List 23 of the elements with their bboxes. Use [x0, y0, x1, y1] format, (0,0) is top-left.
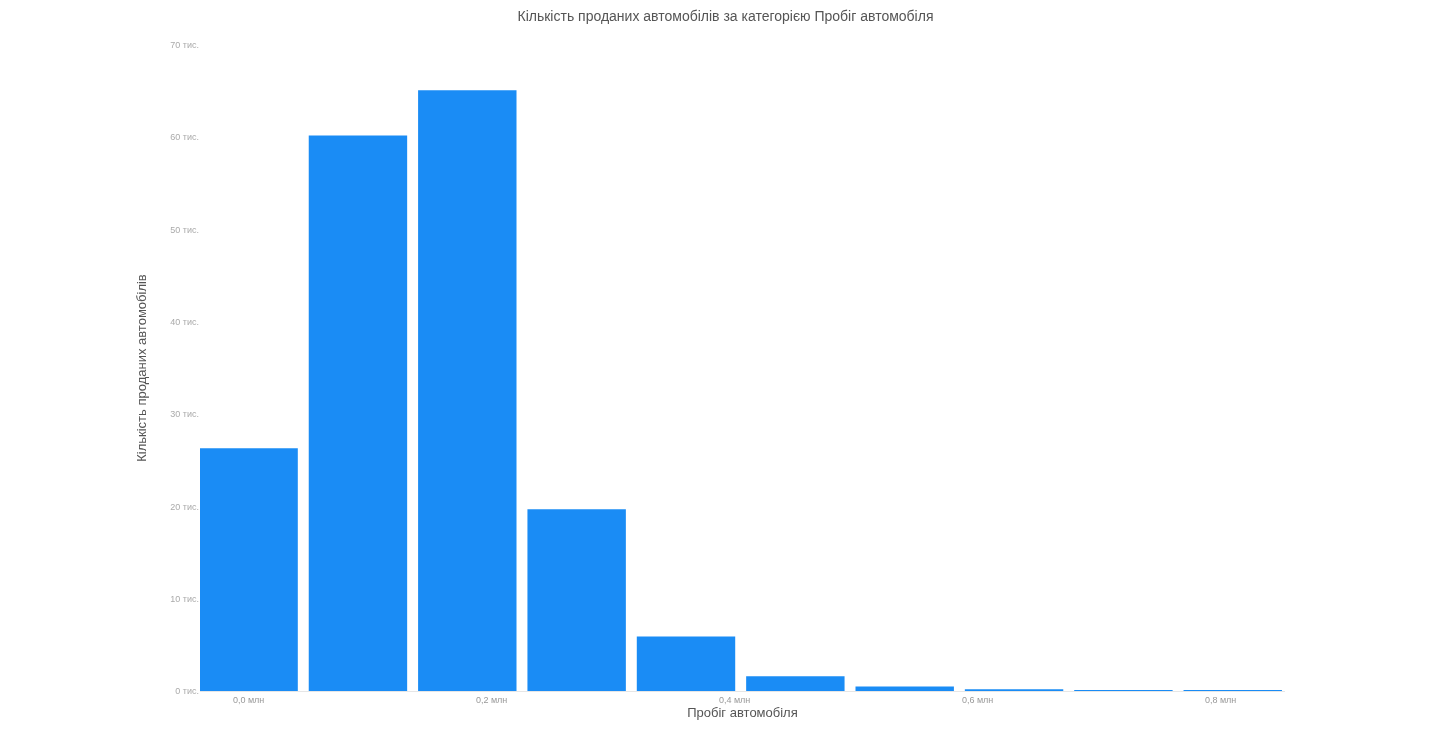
y-tick-label: 40 тис.	[170, 317, 199, 328]
bar	[200, 448, 298, 691]
y-tick-label: 20 тис.	[170, 501, 199, 512]
x-tick-label: 0,2 млн	[475, 694, 508, 705]
x-tick-label: 0,4 млн	[718, 694, 751, 705]
x-tick-label: 0,0 млн	[232, 694, 265, 705]
y-tick-label: 60 тис.	[170, 132, 199, 143]
y-axis-title: Кількість проданих автомобілів	[134, 274, 150, 462]
y-tick-label: 10 тис.	[170, 593, 199, 604]
bar	[527, 509, 626, 691]
y-tick-label: 50 тис.	[170, 224, 199, 235]
bar	[636, 636, 736, 691]
x-axis-title: Пробіг автомобіля	[687, 705, 798, 721]
chart-title: Кількість проданих автомобілів за категорією Пробіг автомобіля	[517, 8, 934, 25]
bar	[418, 90, 517, 691]
y-tick-label: 0 тис.	[175, 686, 199, 697]
bar	[308, 135, 408, 691]
x-tick-label: 0,8 млн	[1204, 694, 1237, 705]
y-tick-label: 70 тис.	[170, 40, 199, 51]
y-tick-label: 30 тис.	[170, 409, 199, 420]
bar	[855, 686, 954, 691]
bar	[746, 676, 845, 691]
x-tick-label: 0,6 млн	[961, 694, 994, 705]
